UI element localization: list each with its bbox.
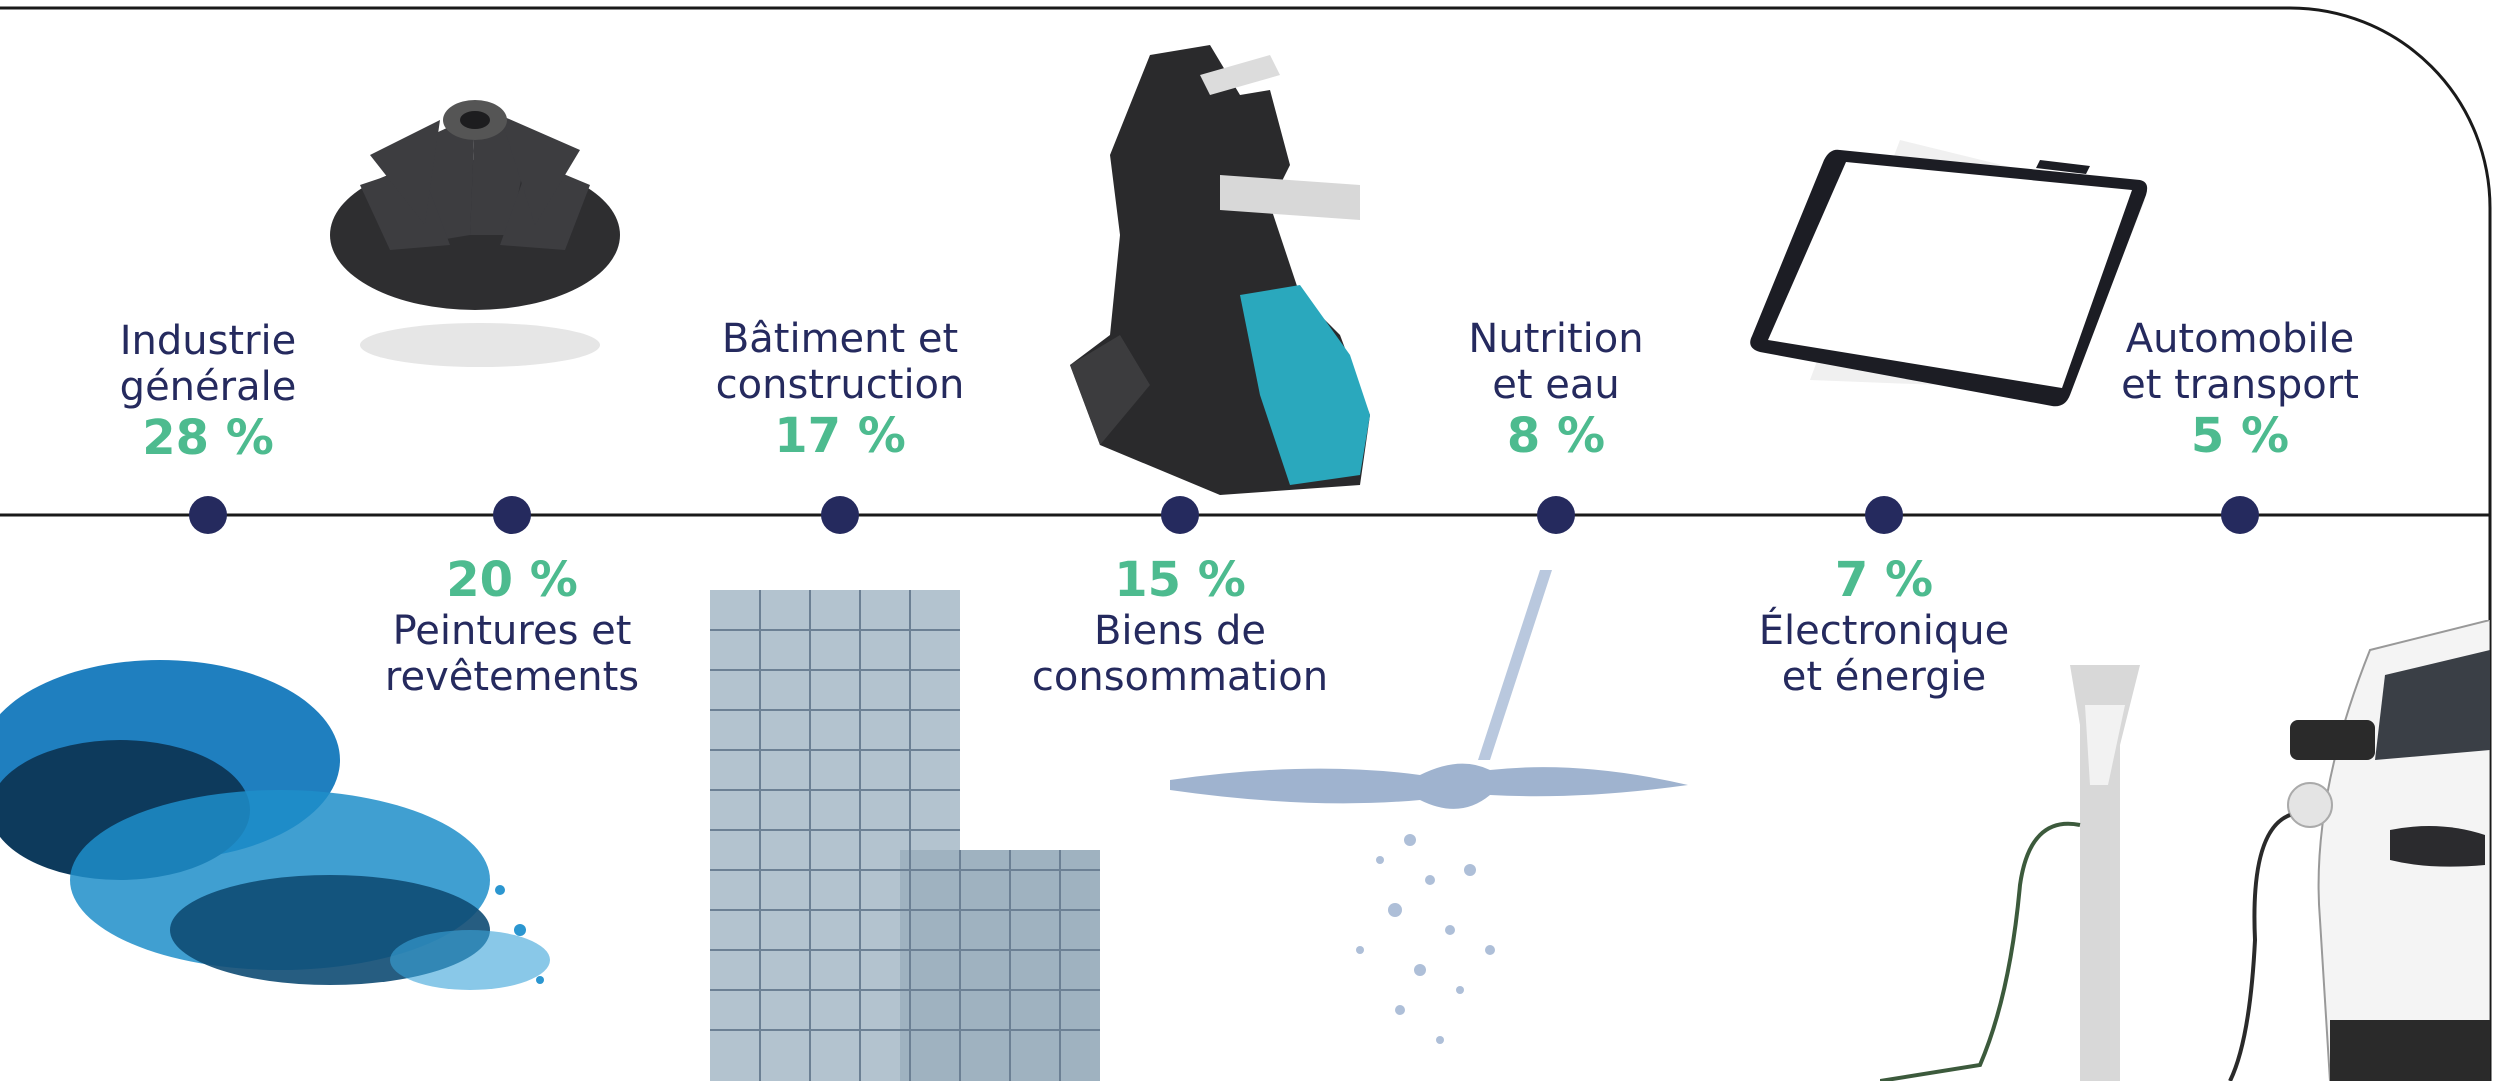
segment-electronique-energie: 7 % Électronique et énergie (1759, 552, 2010, 700)
segment-label: Biens de consommation (1031, 608, 1329, 700)
electric-car-icon (2228, 620, 2490, 1081)
segment-percentage: 15 % (1114, 552, 1246, 608)
segment-percentage: 5 % (2190, 408, 2290, 464)
segment-industrie-generale: Industrie générale 28 % (120, 318, 297, 466)
segment-percentage: 20 % (446, 552, 578, 608)
segment-percentage: 17 % (774, 408, 906, 464)
timeline-dot (1865, 496, 1903, 534)
segment-label: Industrie générale (119, 318, 297, 410)
segment-label: Bâtiment et construction (715, 316, 965, 408)
segment-percentage: 28 % (142, 410, 274, 466)
segment-automobile-transport: Automobile et transport 5 % (2121, 316, 2359, 464)
timeline-dot (189, 496, 227, 534)
segment-batiment-construction: Bâtiment et construction 17 % (716, 316, 965, 464)
timeline-dot (2221, 496, 2259, 534)
segment-percentage: 8 % (1506, 408, 1606, 464)
segment-nutrition-eau: Nutrition et eau 8 % (1468, 316, 1643, 464)
timeline-dot (1161, 496, 1199, 534)
segment-percentage: 7 % (1834, 552, 1934, 608)
timeline-dot (493, 496, 531, 534)
charging-station-icon (1880, 665, 2140, 1081)
turbine-impeller-icon (330, 100, 620, 367)
timeline-dot (1537, 496, 1575, 534)
ski-boot-icon (1070, 45, 1370, 495)
office-building-icon (710, 590, 1100, 1081)
smartphone-icon (1750, 140, 2148, 407)
water-splash-icon (1170, 570, 1688, 1044)
blue-powder-icon (0, 660, 550, 990)
segment-label: Électronique et énergie (1758, 608, 2010, 700)
timeline-dot (821, 496, 859, 534)
segment-peintures-revetements: 20 % Peintures et revêtements (385, 552, 639, 700)
segment-label: Nutrition et eau (1468, 316, 1644, 408)
segment-label: Automobile et transport (2121, 316, 2359, 408)
segment-label: Peintures et revêtements (384, 608, 640, 700)
segment-biens-consommation: 15 % Biens de consommation (1032, 552, 1328, 700)
